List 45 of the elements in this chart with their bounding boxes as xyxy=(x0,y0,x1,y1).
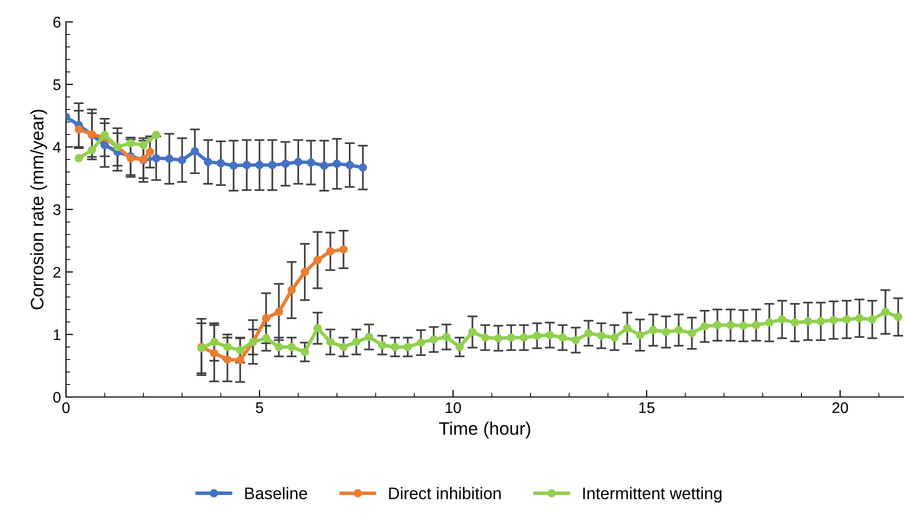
x-tick-label: 20 xyxy=(832,402,848,414)
point xyxy=(281,160,290,168)
x-tick-label: 15 xyxy=(639,402,654,414)
legend-label: Intermittent wetting xyxy=(583,487,722,503)
x-axis-title: Time (hour) xyxy=(439,422,530,438)
point xyxy=(268,160,276,170)
point xyxy=(346,160,354,170)
point xyxy=(204,158,212,166)
x-tick-label: 5 xyxy=(256,402,264,414)
point xyxy=(262,314,270,322)
point xyxy=(165,154,174,163)
y-tick-label: 6 xyxy=(53,16,60,28)
y-tick-label: 4 xyxy=(52,142,61,152)
x-tick-label: 10 xyxy=(446,402,461,414)
point xyxy=(300,268,309,276)
y-axis-title: Corrosion rate (mm/year) xyxy=(30,110,48,310)
point xyxy=(100,140,109,150)
point xyxy=(294,158,302,166)
point xyxy=(332,160,342,168)
y-tick-label: 5 xyxy=(53,79,60,90)
point xyxy=(320,162,328,170)
point xyxy=(190,147,200,156)
y-tick-label: 0 xyxy=(53,392,61,403)
y-tick-label: 3 xyxy=(53,204,60,216)
legend-label: Direct inhibition xyxy=(389,487,501,500)
legend-label: Baseline xyxy=(245,487,308,500)
point xyxy=(152,154,160,162)
y-tick-label: 1 xyxy=(54,330,60,340)
x-tick-label: 0 xyxy=(62,402,70,414)
point xyxy=(146,148,154,156)
point xyxy=(74,125,83,134)
point xyxy=(255,160,264,170)
point xyxy=(210,349,218,358)
point xyxy=(216,159,225,168)
y-tick-label: 2 xyxy=(53,266,60,278)
point xyxy=(306,158,316,167)
point xyxy=(326,247,335,256)
point xyxy=(274,308,284,316)
point xyxy=(339,245,348,254)
point xyxy=(178,156,186,164)
point xyxy=(313,256,322,264)
point xyxy=(287,286,296,294)
point xyxy=(358,163,368,172)
point xyxy=(229,162,238,170)
point xyxy=(242,160,251,170)
